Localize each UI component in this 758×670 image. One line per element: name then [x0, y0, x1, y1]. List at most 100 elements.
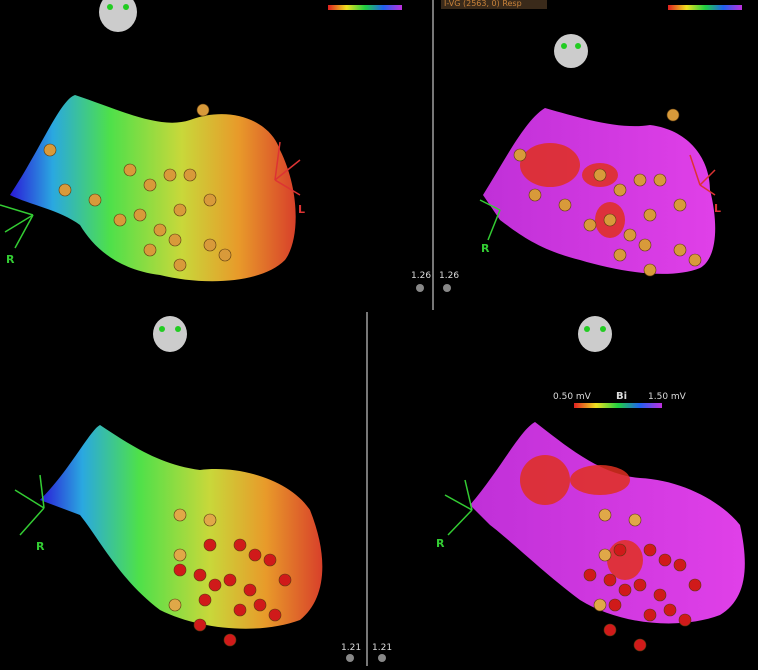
ablation-tag [193, 568, 207, 582]
zoom-value: 1.21 [372, 643, 392, 653]
ablation-tag [173, 508, 187, 522]
ablation-tag [628, 513, 642, 527]
header-box [441, 0, 547, 9]
ablation-tag [528, 188, 542, 202]
ablation-tag [633, 578, 647, 592]
axis-marker [0, 199, 501, 536]
ablation-tag [513, 148, 527, 162]
ablation-tag [598, 548, 612, 562]
scar-area [520, 143, 643, 580]
ablation-tag [643, 608, 657, 622]
orientation-face [99, 0, 612, 352]
ablation-tag [253, 598, 267, 612]
ablation-tag [658, 553, 672, 567]
orientation-label: L [714, 202, 721, 215]
ablation-tag [638, 238, 652, 252]
ablation-tag [613, 183, 627, 197]
orientation-label: R [481, 242, 490, 255]
ablation-tag [203, 513, 217, 527]
ablation-tag [598, 508, 612, 522]
ablation-tag [673, 243, 687, 257]
color-bar [574, 403, 662, 408]
zoom-value: 1.26 [439, 271, 459, 281]
ablation-tag [673, 198, 687, 212]
ablation-tag [153, 223, 167, 237]
ablation-tag [603, 623, 617, 637]
zoom-knob[interactable] [346, 284, 451, 662]
ablation-tag [88, 193, 102, 207]
ablation-tag [193, 618, 207, 632]
ablation-tag [688, 253, 702, 267]
ablation-tag [168, 233, 182, 247]
ablation-tag [233, 538, 247, 552]
panel-header: I-VG (2563, 0) Resp [444, 0, 522, 8]
ablation-tag [558, 198, 572, 212]
zoom-value: 1.26 [411, 271, 431, 281]
ablation-tag [613, 248, 627, 262]
ablation-tag [603, 573, 617, 587]
ablation-tag [653, 588, 667, 602]
ablation-tag [663, 603, 677, 617]
ablation-tag [623, 228, 637, 242]
ablation-tag [43, 143, 57, 157]
ablation-tag [173, 563, 187, 577]
ablation-tag [168, 598, 182, 612]
ablation-tag [243, 583, 257, 597]
ablation-tag [263, 553, 277, 567]
ablation-tag [603, 213, 617, 227]
ablation-tag [666, 108, 680, 122]
ablation-tag [643, 543, 657, 557]
ablation-tag [143, 178, 157, 192]
ablation-tag [618, 583, 632, 597]
orientation-label: L [298, 203, 305, 216]
ablation-tag [643, 263, 657, 277]
ablation-tag [248, 548, 262, 562]
ablation-tag [223, 633, 237, 647]
ablation-tag [653, 173, 667, 187]
ablation-tag [173, 203, 187, 217]
ablation-tag [113, 213, 127, 227]
ablation-tag [173, 258, 187, 272]
ablation-tag [123, 163, 137, 177]
ablation-tag [203, 538, 217, 552]
ablation-tag [678, 613, 692, 627]
ablation-tag [203, 193, 217, 207]
ablation-tag [58, 183, 72, 197]
axis-marker [274, 141, 716, 196]
ablation-tag [633, 173, 647, 187]
ablation-tag [203, 238, 217, 252]
ablation-tag [143, 243, 157, 257]
color-bar [328, 5, 402, 10]
ablation-tag [198, 593, 212, 607]
ablation-tag [133, 208, 147, 222]
ablation-tag [163, 168, 177, 182]
zoom-value: 1.21 [341, 643, 361, 653]
ablation-tag [233, 603, 247, 617]
ablation-tag [268, 608, 282, 622]
ablation-tag [583, 218, 597, 232]
orientation-label: R [6, 253, 15, 266]
ablation-tag [208, 578, 222, 592]
ablation-tag [183, 168, 197, 182]
ablation-tag [673, 558, 687, 572]
ablation-tag [633, 638, 647, 652]
ablation-tag [643, 208, 657, 222]
ablation-tag [593, 598, 607, 612]
ablation-tag [223, 573, 237, 587]
scale-max: 1.50 mV [648, 392, 687, 402]
ablation-tag [593, 168, 607, 182]
orientation-label: R [36, 540, 45, 553]
ablation-tag [196, 103, 210, 117]
ablation-tag [608, 598, 622, 612]
scale-min: 0.50 mV [553, 392, 592, 402]
scale-label: Bi [616, 391, 627, 402]
color-bar [668, 5, 742, 10]
activation-map [40, 425, 323, 629]
orientation-label: R [436, 537, 445, 550]
ablation-tag [583, 568, 597, 582]
ablation-tag [218, 248, 232, 262]
ablation-tag [688, 578, 702, 592]
ablation-tag [173, 548, 187, 562]
